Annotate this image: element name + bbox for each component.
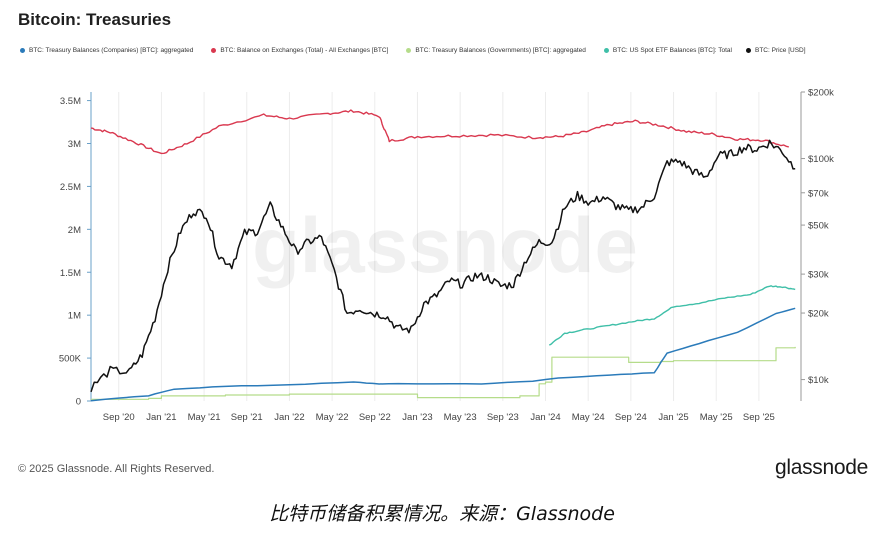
- watermark-text: glassnode: [252, 201, 638, 289]
- y-right-tick-label: $100k: [808, 154, 834, 165]
- x-tick-label: May '25: [700, 412, 733, 423]
- legend-swatch: [406, 48, 412, 53]
- y-left-tick-label: 1M: [68, 311, 81, 322]
- chart-title: Bitcoin: Treasuries: [18, 10, 172, 29]
- legend-item[interactable]: BTC: US Spot ETF Balances [BTC]: Total: [603, 47, 732, 54]
- y-left-tick-label: 2.5M: [60, 182, 81, 193]
- legend-item[interactable]: BTC: Price [USD]: [746, 47, 806, 54]
- x-tick-label: Sep '21: [231, 412, 263, 423]
- chart: glassnode 0 500K 1M 1.5M 2M 2.5M 3M 3.5M $10k $20k…: [59, 88, 834, 424]
- copyright-notice: © 2025 Glassnode. All Rights Reserved.: [18, 463, 215, 475]
- x-tick-label: Jan '25: [658, 412, 688, 423]
- series-line: [90, 307, 796, 402]
- series-line: [90, 109, 789, 155]
- legend-swatch: [211, 48, 217, 53]
- legend-swatch: [746, 48, 751, 53]
- legend: BTC: Treasury Balances (Companies) [BTC]…: [20, 47, 880, 54]
- figure-caption: 比特币储备积累情况。来源：Glassnode: [269, 503, 615, 525]
- x-tick-label: May '21: [188, 412, 221, 423]
- y-right-tick-label: $50k: [808, 221, 829, 232]
- x-tick-label: Sep '20: [103, 412, 135, 423]
- y-right-tick-label: $70k: [808, 188, 829, 199]
- x-tick-label: Sep '23: [487, 412, 519, 423]
- legend-label: BTC: US Spot ETF Balances [BTC]: Total: [612, 47, 732, 54]
- y-left-tick-label: 3.5M: [60, 96, 81, 107]
- y-left-tick-label: 0: [76, 397, 81, 408]
- x-tick-label: May '24: [572, 412, 605, 423]
- y-left-tick-label: 1.5M: [60, 268, 81, 279]
- legend-label: BTC: Balance on Exchanges (Total) - All …: [220, 47, 389, 54]
- series-line: [91, 346, 796, 400]
- legend-item[interactable]: BTC: Balance on Exchanges (Total) - All …: [211, 47, 388, 54]
- y-left-tick-label: 500K: [59, 354, 82, 365]
- y-right-tick-label: $30k: [808, 270, 829, 281]
- legend-label: BTC: Price [USD]: [755, 47, 806, 54]
- x-tick-label: Sep '22: [359, 412, 391, 423]
- y-right-tick-label: $20k: [808, 309, 829, 320]
- x-tick-label: Sep '25: [743, 412, 775, 423]
- x-tick-label: Jan '24: [530, 412, 560, 423]
- y-left-tick-label: 2M: [68, 225, 81, 236]
- y-left-tick-label: 3M: [68, 139, 81, 150]
- legend-swatch: [20, 48, 25, 53]
- x-tick-label: Jan '23: [402, 412, 432, 423]
- legend-label: BTC: Treasury Balances (Governments) [BT…: [415, 47, 586, 54]
- x-tick-label: Sep '24: [615, 412, 647, 423]
- x-tick-label: May '22: [316, 412, 349, 423]
- legend-label: BTC: Treasury Balances (Companies) [BTC]…: [29, 47, 194, 54]
- x-tick-label: May '23: [444, 412, 477, 423]
- x-tick-label: Jan '22: [274, 412, 304, 423]
- y-right-tick-label: $10k: [808, 375, 829, 386]
- series-line: [90, 139, 796, 393]
- series-line: [548, 285, 796, 346]
- legend-item[interactable]: BTC: Treasury Balances (Governments) [BT…: [406, 47, 586, 54]
- legend-swatch: [603, 48, 609, 53]
- legend-item[interactable]: BTC: Treasury Balances (Companies) [BTC]…: [20, 47, 193, 54]
- y-right-tick-label: $200k: [808, 88, 834, 99]
- x-tick-label: Jan '21: [146, 412, 176, 423]
- brand-logo: glassnode: [774, 456, 868, 479]
